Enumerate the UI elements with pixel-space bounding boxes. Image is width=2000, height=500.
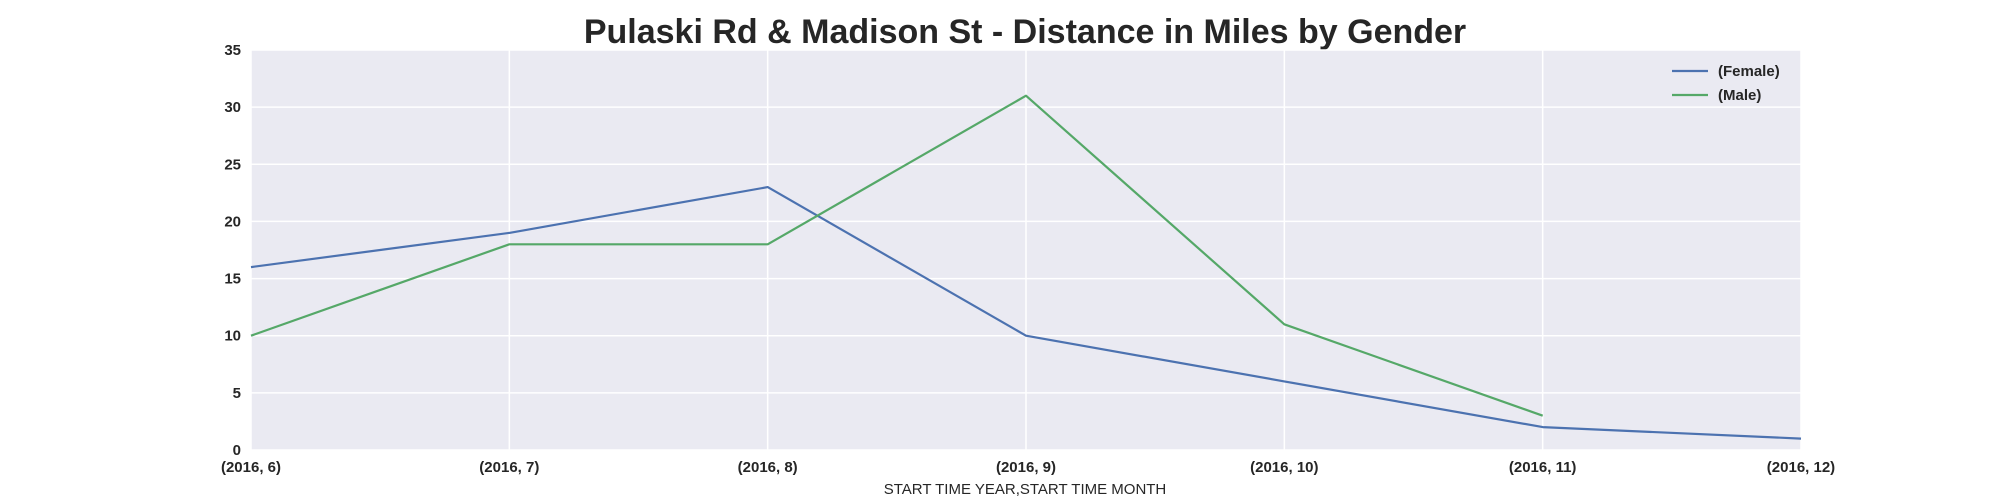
y-axis-ticks: 0 5 10 15 20 25 30 35 xyxy=(224,42,241,459)
x-axis-ticks: (2016, 6) (2016, 7) (2016, 8) (2016, 9) (201… xyxy=(221,459,1835,476)
chart-title: Pulaski Rd & Madison St - Distance in Mi… xyxy=(584,13,1466,51)
y-tick-label: 30 xyxy=(224,99,241,116)
legend-label: (Female) xyxy=(1718,63,1780,80)
x-tick-label: (2016, 7) xyxy=(479,459,539,476)
x-tick-label: (2016, 6) xyxy=(221,459,281,476)
y-tick-label: 10 xyxy=(224,328,241,345)
series-line-1 xyxy=(250,94,1544,417)
x-axis-label: START TIME YEAR,START TIME MONTH xyxy=(884,481,1167,498)
legend-label: (Male) xyxy=(1718,87,1761,104)
y-tick-label: 20 xyxy=(224,213,241,230)
x-tick-label: (2016, 8) xyxy=(738,459,798,476)
y-tick-label: 0 xyxy=(233,442,241,459)
y-tick-label: 15 xyxy=(224,271,241,288)
x-tick-label: (2016, 10) xyxy=(1250,459,1318,476)
y-tick-label: 25 xyxy=(224,156,241,173)
x-tick-label: (2016, 11) xyxy=(1509,459,1577,476)
y-tick-label: 5 xyxy=(233,385,241,402)
series-line-0 xyxy=(250,186,1802,440)
x-tick-label: (2016, 9) xyxy=(996,459,1056,476)
x-tick-label: (2016, 12) xyxy=(1767,459,1835,476)
y-tick-label: 35 xyxy=(224,42,241,59)
legend: (Female) (Male) xyxy=(1672,63,1780,104)
series-lines xyxy=(250,94,1802,440)
